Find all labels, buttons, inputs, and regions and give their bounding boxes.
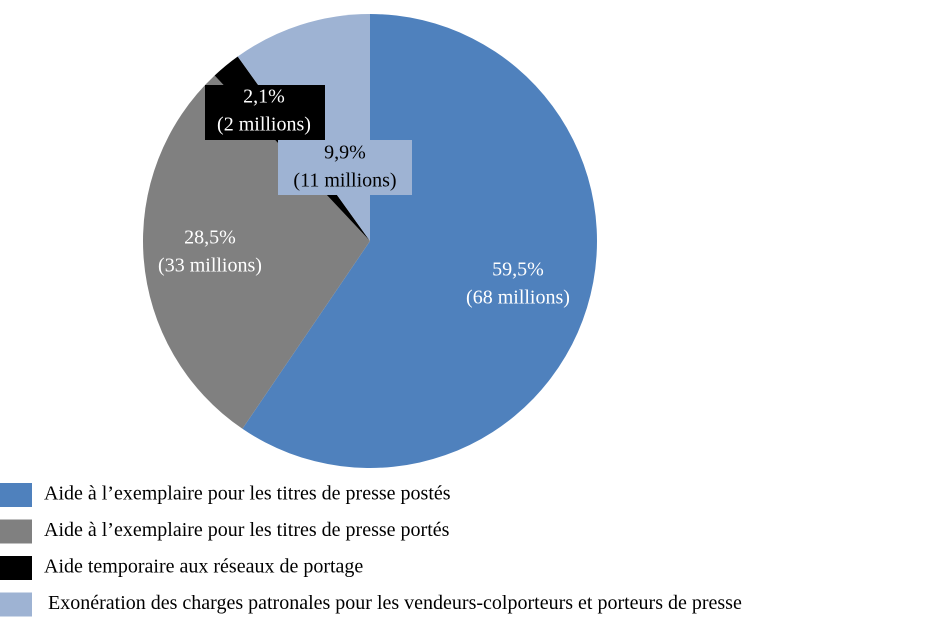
value-label: 59,5% bbox=[492, 259, 544, 281]
amount-label: (68 millions) bbox=[466, 287, 570, 309]
legend-label: Exonération des charges patronales pour … bbox=[48, 592, 742, 614]
legend-label: Aide à l’exemplaire pour les titres de p… bbox=[44, 483, 451, 505]
legend-swatch bbox=[0, 519, 32, 544]
amount-label: (2 millions) bbox=[217, 114, 311, 136]
label-box bbox=[278, 140, 412, 195]
label-box bbox=[205, 85, 325, 140]
pie-slice bbox=[242, 14, 597, 468]
legend-swatch bbox=[0, 483, 32, 507]
legend-label: Aide temporaire aux réseaux de portage bbox=[44, 556, 363, 578]
value-label: 2,1% bbox=[243, 86, 285, 108]
amount-label: (11 millions) bbox=[293, 170, 396, 192]
value-label: 9,9% bbox=[324, 142, 366, 164]
pie-slice bbox=[143, 75, 370, 429]
legend-swatch bbox=[0, 556, 32, 580]
legend-swatch bbox=[0, 592, 32, 617]
amount-label: (33 millions) bbox=[158, 255, 262, 277]
legend-label: Aide à l’exemplaire pour les titres de p… bbox=[44, 519, 450, 541]
value-label: 28,5% bbox=[184, 227, 236, 249]
